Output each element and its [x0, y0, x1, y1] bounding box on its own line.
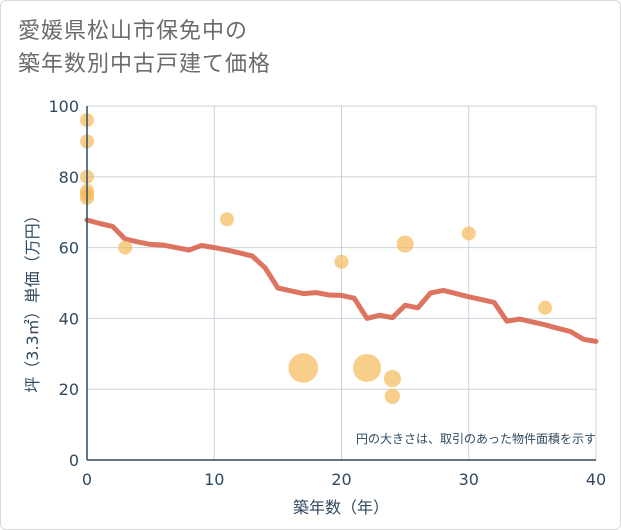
grid-lines [86, 105, 597, 461]
data-bubble [396, 235, 414, 253]
x-tick-label: 30 [459, 470, 479, 489]
bubble-layer [80, 113, 553, 404]
data-bubble [219, 212, 234, 227]
axes [86, 106, 596, 461]
data-bubble [288, 353, 319, 383]
x-tick-label: 0 [82, 470, 92, 489]
y-axis-label: 坪（3.3㎡）単価（万円） [23, 207, 42, 392]
x-tick-label: 10 [204, 470, 224, 489]
trend-line [84, 217, 599, 344]
chart-title-line-2: 築年数別中古戸建て価格 [18, 52, 272, 77]
trend-layer [84, 217, 599, 344]
y-tick-label: 100 [48, 97, 79, 116]
data-bubble [352, 353, 381, 382]
data-bubble [461, 226, 476, 241]
chart-title-line-1: 愛媛県松山市保免中の [18, 19, 249, 44]
y-tick-label: 80 [59, 168, 79, 187]
y-tick-label: 20 [59, 380, 79, 399]
size-note: 円の大きさは、取引のあった物件面積を示す [356, 431, 596, 446]
data-bubble [384, 388, 401, 404]
y-tick-label: 40 [59, 309, 79, 328]
data-bubble [538, 300, 553, 315]
data-bubble [334, 254, 349, 269]
data-bubble [118, 240, 133, 255]
chart-title: 愛媛県松山市保免中の 築年数別中古戸建て価格 [18, 15, 271, 81]
x-tick-label: 20 [331, 470, 351, 489]
x-tick-label: 40 [586, 470, 606, 489]
y-tick-label: 0 [69, 451, 79, 470]
tick-labels: 0 10 20 30 40 0 20 40 60 80 100 [48, 97, 606, 489]
data-bubble [383, 370, 401, 388]
x-axis-label: 築年数（年） [293, 498, 389, 517]
y-tick-label: 60 [59, 239, 79, 258]
